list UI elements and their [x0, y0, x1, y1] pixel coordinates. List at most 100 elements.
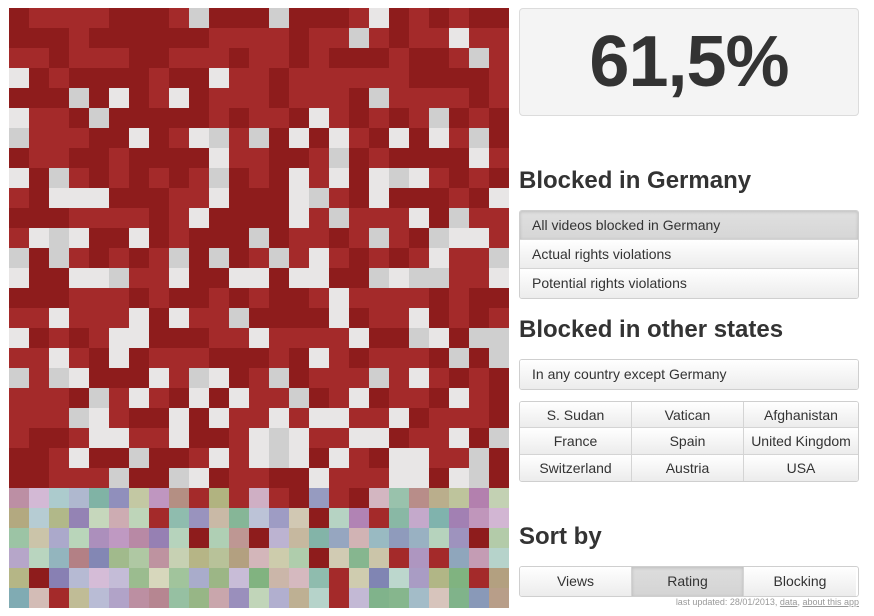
video-thumbnail-tile[interactable]: [149, 268, 169, 288]
video-thumbnail-tile[interactable]: [269, 168, 289, 188]
video-thumbnail-tile[interactable]: [249, 88, 269, 108]
video-thumbnail-tile[interactable]: [429, 368, 449, 388]
video-thumbnail-tile[interactable]: [429, 448, 449, 468]
video-thumbnail-tile[interactable]: [229, 68, 249, 88]
video-thumbnail-tile[interactable]: [129, 48, 149, 68]
video-thumbnail-tile[interactable]: [169, 108, 189, 128]
video-thumbnail-tile[interactable]: [309, 368, 329, 388]
video-thumbnail-tile[interactable]: [409, 468, 429, 488]
video-thumbnail-tile[interactable]: [429, 488, 449, 508]
video-thumbnail-tile[interactable]: [349, 308, 369, 328]
video-thumbnail-tile[interactable]: [369, 508, 389, 528]
video-thumbnail-tile[interactable]: [449, 528, 469, 548]
video-thumbnail-tile[interactable]: [89, 48, 109, 68]
video-thumbnail-tile[interactable]: [69, 508, 89, 528]
video-thumbnail-tile[interactable]: [249, 588, 269, 608]
video-thumbnail-tile[interactable]: [349, 288, 369, 308]
video-thumbnail-tile[interactable]: [109, 548, 129, 568]
video-thumbnail-tile[interactable]: [489, 388, 509, 408]
video-thumbnail-tile[interactable]: [169, 568, 189, 588]
video-thumbnail-tile[interactable]: [69, 48, 89, 68]
video-thumbnail-tile[interactable]: [369, 148, 389, 168]
video-thumbnail-tile[interactable]: [289, 8, 309, 28]
video-thumbnail-tile[interactable]: [249, 188, 269, 208]
video-thumbnail-tile[interactable]: [249, 208, 269, 228]
video-thumbnail-tile[interactable]: [269, 188, 289, 208]
video-thumbnail-tile[interactable]: [449, 348, 469, 368]
video-thumbnail-tile[interactable]: [389, 168, 409, 188]
video-thumbnail-tile[interactable]: [149, 368, 169, 388]
video-thumbnail-tile[interactable]: [189, 328, 209, 348]
video-thumbnail-tile[interactable]: [289, 248, 309, 268]
video-thumbnail-tile[interactable]: [309, 408, 329, 428]
video-thumbnail-mosaic[interactable]: [9, 8, 509, 608]
video-thumbnail-tile[interactable]: [269, 248, 289, 268]
video-thumbnail-tile[interactable]: [349, 448, 369, 468]
video-thumbnail-tile[interactable]: [469, 288, 489, 308]
video-thumbnail-tile[interactable]: [349, 508, 369, 528]
video-thumbnail-tile[interactable]: [89, 168, 109, 188]
video-thumbnail-tile[interactable]: [189, 288, 209, 308]
video-thumbnail-tile[interactable]: [29, 528, 49, 548]
video-thumbnail-tile[interactable]: [449, 428, 469, 448]
video-thumbnail-tile[interactable]: [29, 548, 49, 568]
video-thumbnail-tile[interactable]: [369, 188, 389, 208]
video-thumbnail-tile[interactable]: [289, 448, 309, 468]
video-thumbnail-tile[interactable]: [469, 128, 489, 148]
video-thumbnail-tile[interactable]: [389, 68, 409, 88]
video-thumbnail-tile[interactable]: [349, 88, 369, 108]
video-thumbnail-tile[interactable]: [409, 488, 429, 508]
video-thumbnail-tile[interactable]: [69, 368, 89, 388]
video-thumbnail-tile[interactable]: [289, 428, 309, 448]
video-thumbnail-tile[interactable]: [269, 388, 289, 408]
video-thumbnail-tile[interactable]: [209, 328, 229, 348]
video-thumbnail-tile[interactable]: [409, 388, 429, 408]
video-thumbnail-tile[interactable]: [109, 408, 129, 428]
video-thumbnail-tile[interactable]: [449, 368, 469, 388]
video-thumbnail-tile[interactable]: [209, 228, 229, 248]
video-thumbnail-tile[interactable]: [29, 188, 49, 208]
video-thumbnail-tile[interactable]: [389, 528, 409, 548]
video-thumbnail-tile[interactable]: [9, 188, 29, 208]
video-thumbnail-tile[interactable]: [369, 288, 389, 308]
video-thumbnail-tile[interactable]: [229, 528, 249, 548]
video-thumbnail-tile[interactable]: [129, 288, 149, 308]
video-thumbnail-tile[interactable]: [109, 88, 129, 108]
video-thumbnail-tile[interactable]: [449, 408, 469, 428]
video-thumbnail-tile[interactable]: [289, 348, 309, 368]
video-thumbnail-tile[interactable]: [469, 248, 489, 268]
video-thumbnail-tile[interactable]: [369, 28, 389, 48]
video-thumbnail-tile[interactable]: [429, 8, 449, 28]
video-thumbnail-tile[interactable]: [469, 448, 489, 468]
video-thumbnail-tile[interactable]: [229, 268, 249, 288]
video-thumbnail-tile[interactable]: [389, 188, 409, 208]
video-thumbnail-tile[interactable]: [489, 108, 509, 128]
video-thumbnail-tile[interactable]: [329, 48, 349, 68]
video-thumbnail-tile[interactable]: [169, 128, 189, 148]
video-thumbnail-tile[interactable]: [369, 408, 389, 428]
video-thumbnail-tile[interactable]: [309, 288, 329, 308]
video-thumbnail-tile[interactable]: [409, 588, 429, 608]
video-thumbnail-tile[interactable]: [89, 428, 109, 448]
video-thumbnail-tile[interactable]: [109, 248, 129, 268]
video-thumbnail-tile[interactable]: [329, 448, 349, 468]
video-thumbnail-tile[interactable]: [29, 588, 49, 608]
video-thumbnail-tile[interactable]: [369, 428, 389, 448]
video-thumbnail-tile[interactable]: [369, 368, 389, 388]
video-thumbnail-tile[interactable]: [469, 208, 489, 228]
video-thumbnail-tile[interactable]: [89, 128, 109, 148]
video-thumbnail-tile[interactable]: [209, 208, 229, 228]
video-thumbnail-tile[interactable]: [329, 248, 349, 268]
video-thumbnail-tile[interactable]: [269, 408, 289, 428]
video-thumbnail-tile[interactable]: [329, 128, 349, 148]
video-thumbnail-tile[interactable]: [29, 68, 49, 88]
video-thumbnail-tile[interactable]: [69, 328, 89, 348]
video-thumbnail-tile[interactable]: [329, 188, 349, 208]
video-thumbnail-tile[interactable]: [129, 8, 149, 28]
video-thumbnail-tile[interactable]: [149, 388, 169, 408]
video-thumbnail-tile[interactable]: [329, 208, 349, 228]
video-thumbnail-tile[interactable]: [69, 88, 89, 108]
video-thumbnail-tile[interactable]: [29, 28, 49, 48]
video-thumbnail-tile[interactable]: [69, 108, 89, 128]
video-thumbnail-tile[interactable]: [249, 248, 269, 268]
